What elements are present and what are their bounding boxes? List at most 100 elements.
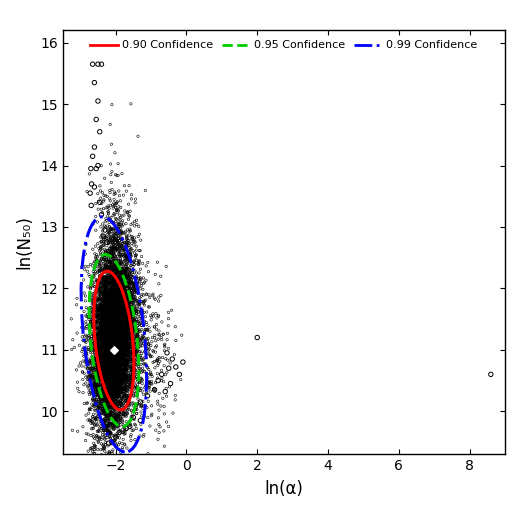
Point bbox=[108, 280, 116, 288]
Point bbox=[108, 248, 116, 256]
Point bbox=[122, 314, 130, 322]
Point bbox=[113, 268, 122, 276]
Point bbox=[110, 314, 119, 322]
Point bbox=[115, 341, 124, 349]
Point bbox=[105, 365, 113, 373]
Point bbox=[116, 272, 125, 281]
Point bbox=[93, 379, 101, 387]
Point bbox=[120, 317, 128, 325]
Point bbox=[101, 285, 110, 293]
Point bbox=[100, 323, 109, 331]
Point bbox=[113, 383, 121, 391]
Point bbox=[119, 387, 127, 396]
Point bbox=[104, 338, 112, 346]
Point bbox=[126, 342, 135, 350]
Point bbox=[112, 378, 121, 386]
Point bbox=[113, 293, 121, 301]
Point bbox=[105, 345, 113, 353]
Point bbox=[111, 319, 119, 327]
Point bbox=[105, 333, 113, 341]
Point bbox=[126, 274, 134, 283]
Point bbox=[122, 394, 130, 403]
Point bbox=[97, 317, 106, 325]
Point bbox=[110, 349, 118, 358]
Point bbox=[97, 330, 106, 338]
Point bbox=[124, 315, 133, 324]
Point bbox=[104, 325, 112, 333]
Point bbox=[121, 327, 129, 335]
Point bbox=[107, 287, 115, 295]
Point bbox=[136, 336, 144, 344]
Point bbox=[113, 376, 122, 384]
Point bbox=[140, 384, 149, 392]
Point bbox=[129, 279, 137, 287]
Point bbox=[100, 389, 109, 397]
Point bbox=[98, 359, 107, 367]
Point bbox=[102, 309, 110, 318]
Point bbox=[96, 332, 105, 341]
Point bbox=[129, 368, 138, 376]
Point bbox=[123, 331, 131, 340]
Point bbox=[92, 312, 100, 320]
Point bbox=[102, 341, 111, 349]
Point bbox=[99, 328, 108, 337]
Point bbox=[122, 402, 131, 410]
Point bbox=[106, 331, 114, 339]
Point bbox=[105, 367, 113, 376]
Point bbox=[100, 371, 108, 379]
Point bbox=[122, 387, 131, 396]
Point bbox=[105, 363, 113, 371]
Point bbox=[111, 318, 119, 326]
Point bbox=[107, 350, 115, 359]
Point bbox=[113, 353, 122, 361]
Point bbox=[113, 381, 121, 389]
Point bbox=[120, 291, 128, 299]
Point bbox=[119, 308, 127, 317]
Point bbox=[119, 374, 127, 383]
Point bbox=[100, 297, 109, 305]
Point bbox=[86, 284, 95, 292]
Point bbox=[94, 412, 102, 421]
Point bbox=[112, 354, 121, 362]
Point bbox=[116, 307, 124, 315]
Point bbox=[99, 365, 108, 373]
Point bbox=[115, 311, 124, 319]
Point bbox=[119, 220, 127, 228]
Point bbox=[107, 337, 115, 345]
Point bbox=[102, 363, 110, 371]
Point bbox=[109, 324, 118, 332]
Point bbox=[93, 432, 101, 440]
Point bbox=[102, 328, 110, 336]
Point bbox=[116, 345, 124, 353]
Point bbox=[113, 225, 122, 233]
Point bbox=[100, 314, 108, 323]
Point bbox=[110, 409, 119, 417]
Point bbox=[100, 330, 109, 339]
Point bbox=[137, 236, 145, 244]
Point bbox=[93, 312, 101, 321]
Point bbox=[155, 357, 164, 365]
Point bbox=[82, 357, 90, 365]
Point bbox=[117, 367, 125, 375]
Point bbox=[110, 306, 119, 314]
Point bbox=[148, 338, 156, 346]
Point bbox=[136, 320, 144, 328]
Point bbox=[97, 292, 106, 300]
Point bbox=[129, 262, 137, 270]
Point bbox=[113, 342, 122, 350]
Point bbox=[113, 376, 121, 384]
Point bbox=[111, 323, 120, 331]
Point bbox=[88, 308, 97, 316]
Point bbox=[114, 306, 122, 314]
Point bbox=[85, 321, 93, 329]
Point bbox=[126, 277, 135, 285]
Point bbox=[108, 312, 116, 320]
Point bbox=[77, 263, 86, 271]
Point bbox=[116, 341, 125, 349]
Point bbox=[96, 280, 104, 288]
Point bbox=[161, 341, 169, 349]
Point bbox=[113, 391, 121, 400]
Point bbox=[119, 351, 127, 360]
Point bbox=[112, 320, 120, 328]
Point bbox=[106, 323, 114, 331]
